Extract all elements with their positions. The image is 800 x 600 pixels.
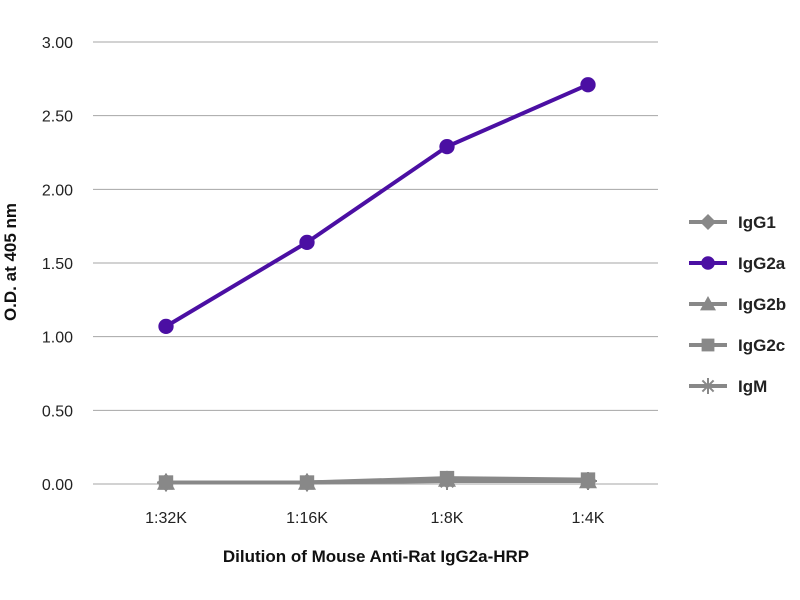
legend-label: IgG2a [738, 254, 786, 273]
legend-label: IgG1 [738, 213, 776, 232]
data-point [298, 473, 316, 492]
data-point [158, 318, 174, 335]
legend-item-igg2a: IgG2a [689, 254, 786, 273]
y-tick-label: 1.00 [42, 330, 73, 347]
legend-item-igg2b: IgG2b [689, 295, 786, 314]
series-igg2a [158, 77, 596, 335]
series-line [164, 82, 589, 329]
data-point [157, 473, 175, 492]
gridlines [93, 41, 658, 485]
legend-item-igg2c: IgG2c [689, 336, 785, 355]
y-tick-label: 2.50 [42, 109, 73, 126]
y-tick-label: 3.00 [42, 35, 73, 52]
data-point [580, 77, 596, 93]
x-tick-label: 1:32K [145, 510, 187, 527]
legend-marker [700, 296, 716, 311]
x-tick-label: 1:4K [572, 510, 605, 527]
y-tick-label: 1.50 [42, 256, 73, 273]
x-axis-title: Dilution of Mouse Anti-Rat IgG2a-HRP [223, 547, 529, 566]
y-axis-title: O.D. at 405 nm [1, 203, 20, 321]
data-point [439, 138, 455, 155]
y-tick-labels: 0.00 0.50 1.00 1.50 2.00 2.50 3.00 [42, 35, 73, 494]
y-tick-label: 0.00 [42, 477, 73, 494]
legend-marker [700, 214, 716, 230]
data-point [579, 472, 597, 491]
x-tick-label: 1:8K [431, 510, 464, 527]
y-tick-label: 0.50 [42, 403, 73, 420]
legend-marker [700, 378, 716, 394]
legend-item-igg1: IgG1 [689, 213, 776, 232]
legend-label: IgG2c [738, 336, 785, 355]
series-igm [157, 472, 597, 492]
data-point [438, 472, 456, 491]
x-tick-label: 1:16K [286, 510, 328, 527]
y-tick-label: 2.00 [42, 182, 73, 199]
legend-label: IgG2b [738, 295, 786, 314]
legend-marker [701, 256, 715, 270]
data-point [299, 234, 315, 251]
legend-marker [701, 338, 715, 352]
series-line [166, 479, 588, 485]
data-series [157, 77, 597, 492]
legend-label: IgM [738, 377, 767, 396]
x-tick-labels: 1:32K 1:16K 1:8K 1:4K [145, 510, 605, 527]
legend-item-igm: IgM [689, 377, 767, 396]
legend: IgG1 IgG2a IgG2b IgG2c IgM [689, 213, 786, 396]
